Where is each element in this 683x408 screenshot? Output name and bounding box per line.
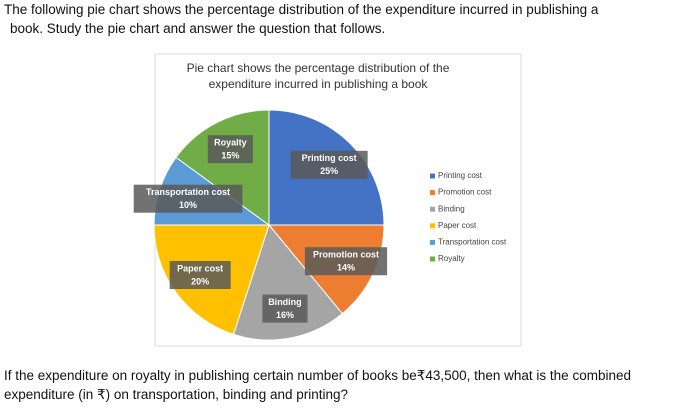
legend-label: Promotion cost [438, 188, 492, 197]
data-label-name: Royalty [214, 138, 247, 148]
legend-swatch [430, 206, 435, 212]
intro-line: The following pie chart shows the percen… [4, 2, 599, 17]
pie-slice [232, 223, 344, 341]
legend-label: Transportation cost [438, 238, 507, 247]
legend-label: Paper cost [438, 221, 477, 230]
chart-title: expenditure incurred in publishing a boo… [209, 77, 429, 91]
legend-swatch [430, 173, 435, 179]
data-label-value: 25% [320, 166, 338, 176]
data-label-value: 10% [179, 200, 197, 210]
data-label-name: Transportation cost [146, 187, 230, 197]
data-label-box [169, 261, 231, 290]
data-label-value: 16% [276, 310, 294, 320]
data-label-value: 14% [337, 263, 355, 273]
data-label-box [304, 247, 388, 276]
data-label-name: Printing cost [302, 153, 357, 163]
data-label-value: 20% [191, 276, 209, 286]
intro-line: book. Study the pie chart and answer the… [10, 21, 386, 36]
legend-label: Binding [438, 204, 465, 213]
legend-swatch [430, 190, 435, 196]
legend-swatch [430, 239, 435, 245]
data-label-box [290, 150, 368, 179]
question-line: If the expenditure on royalty in publish… [4, 368, 631, 383]
data-label-name: Paper cost [177, 263, 223, 273]
legend-label: Printing cost [438, 171, 483, 180]
data-label-box [262, 294, 308, 323]
chart-title: Pie chart shows the percentage distribut… [187, 61, 450, 75]
legend-label: Royalty [438, 254, 465, 263]
data-label-name: Binding [268, 297, 302, 307]
question-line: expenditure (in ₹) on transportation, bi… [4, 387, 349, 402]
data-label-box [133, 184, 243, 213]
legend-swatch [430, 223, 435, 229]
legend-swatch [430, 256, 435, 262]
data-label-name: Promotion cost [313, 250, 379, 260]
data-label-box [207, 135, 253, 164]
data-label-value: 15% [221, 151, 239, 161]
